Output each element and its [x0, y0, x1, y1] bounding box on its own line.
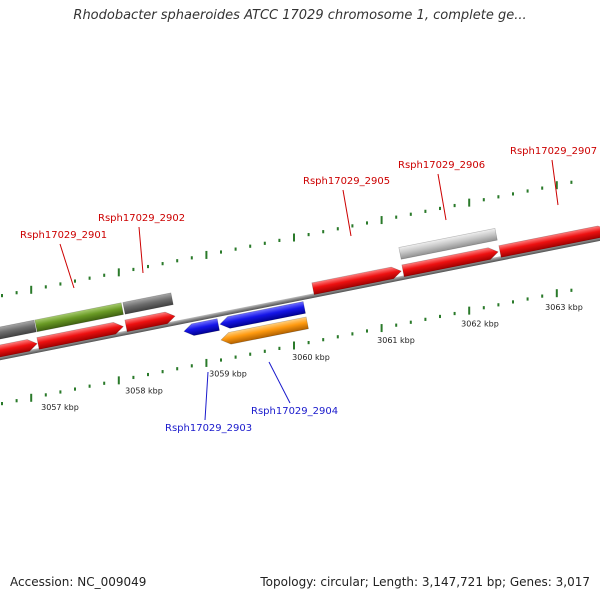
- gene-leader-line: [551, 159, 559, 206]
- gene-rsph17029-2906[interactable]: [401, 246, 499, 278]
- scale-label: 3060 kbp: [292, 353, 330, 362]
- gene-label[interactable]: Rsph17029_2903: [165, 423, 252, 434]
- gene-label[interactable]: Rsph17029_2906: [398, 160, 485, 171]
- gene-rsph17029-2904-pseudo[interactable]: [220, 316, 309, 346]
- gene-rsph17029-2901[interactable]: [36, 321, 125, 350]
- gene-rsph17029-2903[interactable]: [183, 318, 220, 338]
- scale-label: 3058 kbp: [125, 386, 163, 395]
- scale-label: 3057 kbp: [41, 403, 79, 412]
- gene-label[interactable]: Rsph17029_2907: [510, 146, 597, 157]
- gene-rsph17029-2906-pseudo[interactable]: [398, 228, 498, 260]
- gene-leader-line: [59, 243, 75, 289]
- gene-rsph17029-2902[interactable]: [124, 310, 176, 333]
- upper-tick-row: [1, 180, 573, 298]
- gene-label[interactable]: Rsph17029_2902: [98, 213, 185, 224]
- scale-label: 3062 kbp: [461, 319, 499, 328]
- gene-rsph17029-2901-pseudo[interactable]: [34, 302, 124, 333]
- gene-leader-line: [342, 189, 352, 237]
- gene-rsph17029-2905[interactable]: [311, 265, 403, 295]
- gene-rsph17029-2904[interactable]: [219, 301, 306, 331]
- topology-text: Topology: circular; Length: 3,147,721 bp…: [260, 575, 590, 589]
- gene-label[interactable]: Rsph17029_2905: [303, 176, 390, 187]
- gene-leader-line: [204, 371, 209, 421]
- map-title: Rhodobacter sphaeroides ATCC 17029 chrom…: [73, 8, 527, 23]
- gene-leader-line: [437, 173, 447, 221]
- scale-label: 3061 kbp: [377, 336, 415, 345]
- gene-rsph17029-2907[interactable]: [498, 224, 600, 258]
- gene-forward-0[interactable]: [0, 338, 38, 359]
- gene-leader-line: [138, 226, 144, 274]
- gene-rsph17029-2902-pseudo[interactable]: [122, 292, 174, 315]
- scale-label: 3063 kbp: [545, 303, 583, 312]
- gene-label[interactable]: Rsph17029_2901: [20, 230, 107, 241]
- accession-text: Accession: NC_009049: [10, 575, 147, 589]
- gene-leader-line: [268, 361, 291, 404]
- scale-label: 3059 kbp: [209, 370, 247, 379]
- gene-label[interactable]: Rsph17029_2904: [251, 406, 338, 417]
- gene-pseudo-segment[interactable]: [0, 319, 37, 341]
- lower-tick-row: [1, 288, 573, 406]
